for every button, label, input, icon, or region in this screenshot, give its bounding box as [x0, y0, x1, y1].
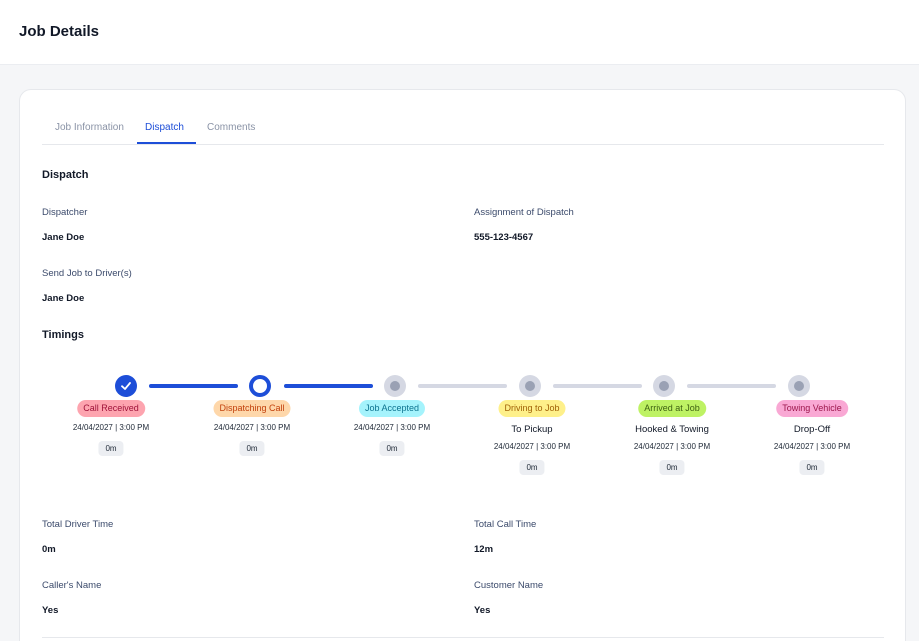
status-pill: Driving to Job — [498, 400, 566, 417]
step-datetime: 24/04/2027 | 3:00 PM — [493, 442, 571, 451]
duration-badge: 0m — [659, 460, 685, 475]
tab-job-information[interactable]: Job Information — [55, 122, 124, 133]
timeline-connector — [687, 384, 776, 388]
duration-badge: 0m — [379, 441, 405, 456]
tab-dispatch[interactable]: Dispatch — [145, 122, 184, 133]
timeline-connector — [418, 384, 507, 388]
assignment-value: 555-123-4567 — [474, 232, 534, 243]
status-pill: Arrived at Job — [638, 400, 706, 417]
step-datetime: 24/04/2027 | 3:00 PM — [633, 442, 711, 451]
tab-bar: Job Information Dispatch Comments — [42, 110, 884, 145]
step-datetime: 24/04/2027 | 3:00 PM — [353, 423, 431, 432]
dispatch-section-title: Dispatch — [42, 169, 89, 181]
assignment-label: Assignment of Dispatch — [474, 207, 574, 218]
top-bar: Job Details — [0, 0, 919, 65]
total-call-time-value: 12m — [474, 544, 494, 555]
send-job-label: Send Job to Driver(s) — [42, 268, 132, 279]
duration-badge: 0m — [98, 441, 124, 456]
status-pill: Call Received — [77, 400, 145, 417]
step-subtitle: To Pickup — [511, 424, 553, 435]
total-driver-time-label: Total Driver Time — [42, 519, 114, 530]
tab-comments[interactable]: Comments — [207, 122, 256, 133]
step-datetime: 24/04/2027 | 3:00 PM — [213, 423, 291, 432]
step-datetime: 24/04/2027 | 3:00 PM — [72, 423, 150, 432]
customer-name-label: Customer Name — [474, 580, 544, 591]
pending-step-icon — [788, 375, 810, 397]
duration-badge: 0m — [799, 460, 825, 475]
dispatcher-value: Jane Doe — [42, 232, 85, 243]
current-step-icon — [249, 375, 271, 397]
divider — [42, 637, 884, 638]
timings-section-title: Timings — [42, 329, 84, 341]
pending-step-icon — [653, 375, 675, 397]
timeline-connector — [149, 384, 238, 388]
customer-name-value: Yes — [474, 605, 491, 616]
step-subtitle: Drop-Off — [793, 424, 831, 435]
page-title: Job Details — [19, 23, 100, 40]
timeline-connector — [284, 384, 373, 388]
send-job-value: Jane Doe — [42, 293, 85, 304]
job-details-card: Job Information Dispatch Comments Dispat… — [19, 89, 906, 641]
duration-badge: 0m — [519, 460, 545, 475]
duration-badge: 0m — [239, 441, 265, 456]
callers-name-label: Caller's Name — [42, 580, 102, 591]
status-pill: Job Accepted — [358, 400, 426, 417]
pending-step-icon — [384, 375, 406, 397]
total-driver-time-value: 0m — [42, 544, 56, 555]
status-pill: Dispatching Call — [213, 400, 291, 417]
dispatcher-label: Dispatcher — [42, 207, 88, 218]
active-tab-indicator — [137, 142, 196, 144]
step-subtitle: Hooked & Towing — [635, 424, 709, 435]
step-datetime: 24/04/2027 | 3:00 PM — [773, 442, 851, 451]
pending-step-icon — [519, 375, 541, 397]
status-pill: Towing Vehicle — [776, 400, 848, 417]
total-call-time-label: Total Call Time — [474, 519, 537, 530]
timeline-connector — [553, 384, 642, 388]
callers-name-value: Yes — [42, 605, 59, 616]
check-icon — [115, 375, 137, 397]
